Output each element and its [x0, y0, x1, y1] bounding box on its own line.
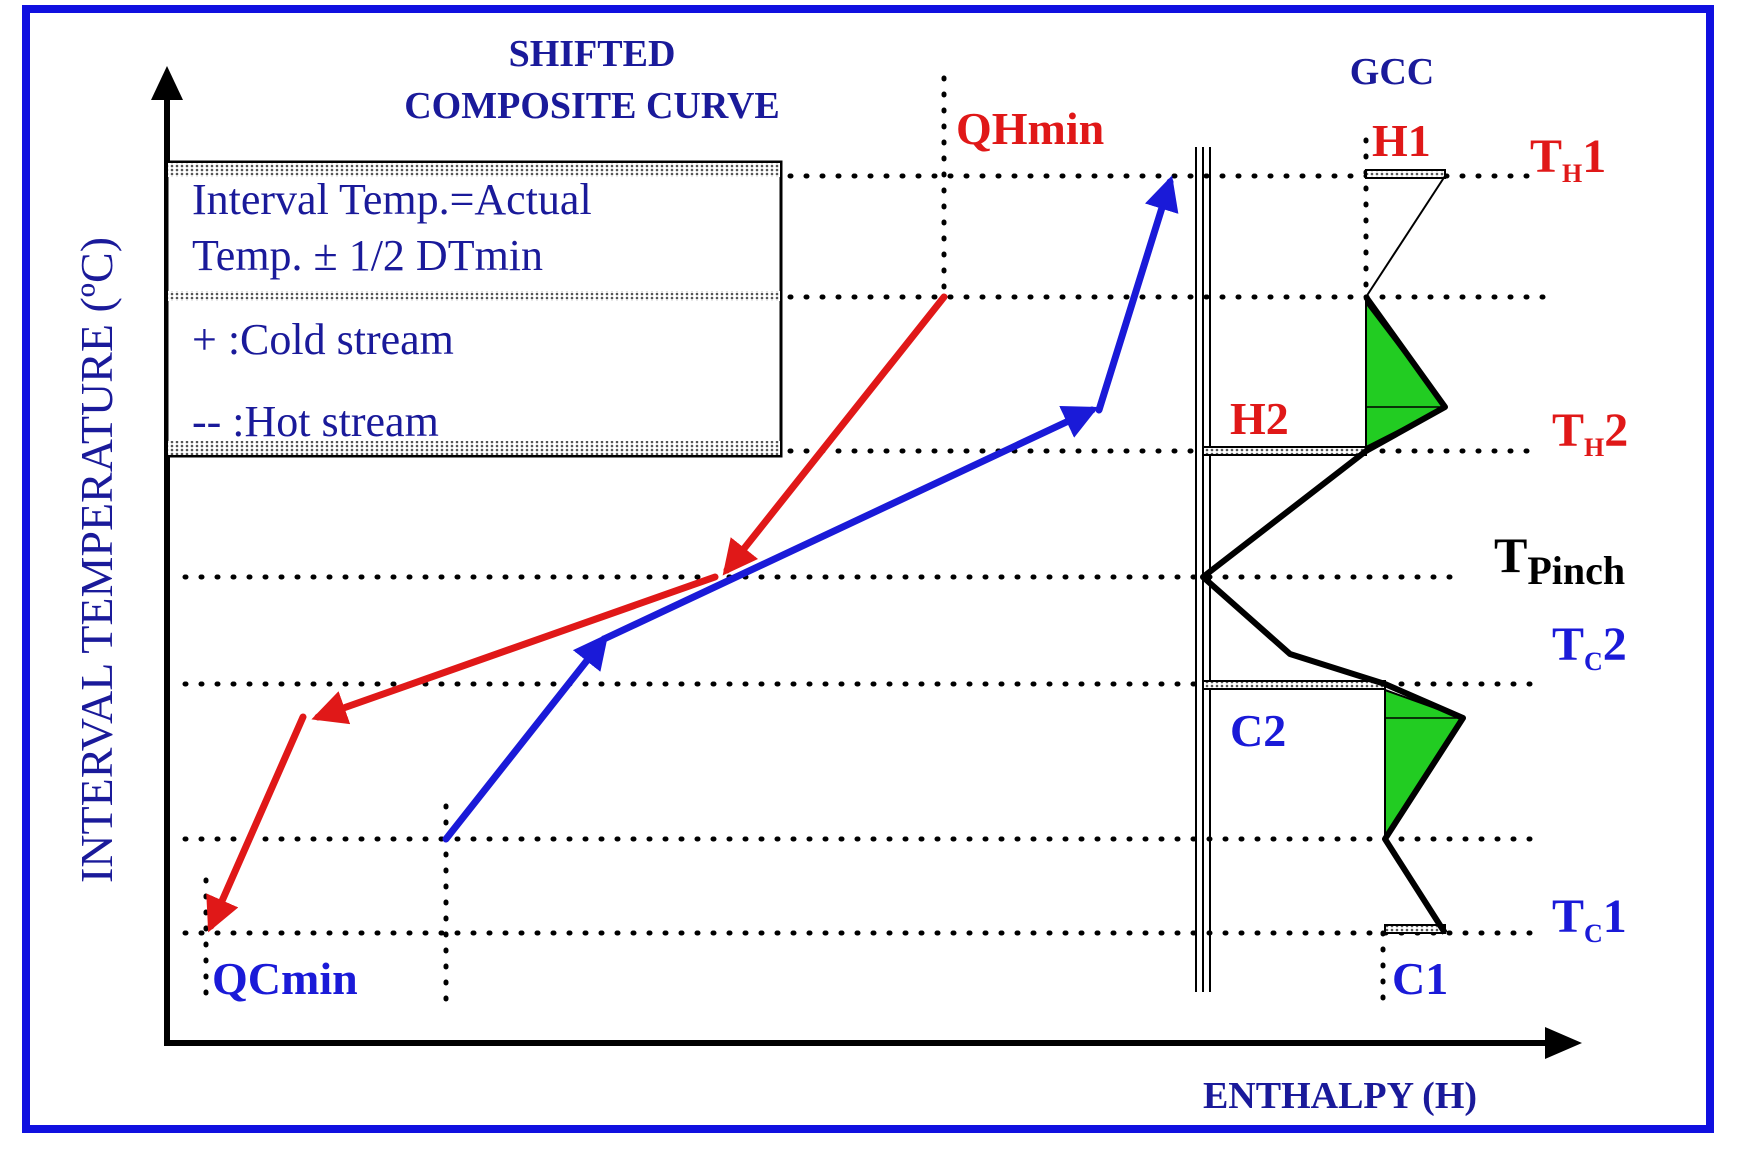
legend-frame: [165, 160, 783, 458]
title-line2: COMPOSITE CURVE: [404, 85, 780, 127]
c2-label: C2: [1230, 705, 1286, 756]
legend-box: Interval Temp.=Actual Temp. ± 1/2 DTmin …: [165, 160, 783, 458]
gcc-title: GCC: [1350, 51, 1434, 93]
c1-label: C1: [1392, 953, 1448, 1004]
gcc-c1-bar: [1384, 924, 1446, 934]
th1-label: TH1: [1530, 130, 1606, 188]
legend-divider-hatch: [168, 291, 780, 301]
tpinch-label: TPinch: [1494, 527, 1625, 593]
hot-composite-curve: [206, 293, 948, 933]
cold-composite-curve: [442, 175, 1179, 843]
legend-top-hatch: [168, 163, 780, 177]
cold-segment-1: [442, 633, 609, 843]
gcc-c2-bar: [1202, 680, 1386, 690]
h1-label: H1: [1372, 115, 1431, 166]
title-line1: SHIFTED: [509, 33, 676, 75]
cold-segment-2: [600, 406, 1099, 643]
legend-line2: Temp. ± 1/2 DTmin: [192, 231, 543, 280]
h2-label: H2: [1230, 393, 1289, 444]
th2-label: TH2: [1552, 404, 1628, 462]
y-axis-arrowhead: [151, 66, 183, 100]
legend-bottom-hatch: [168, 441, 780, 455]
x-axis-arrowhead: [1545, 1027, 1582, 1059]
gcc-top-segment: [1365, 175, 1446, 298]
legend-hot: -- :Hot stream: [192, 397, 439, 446]
hot-segment-3: [206, 713, 307, 933]
hot-segment-1: [722, 293, 948, 576]
y-axis-label: INTERVAL TEMPERATURE (ºC): [71, 237, 122, 883]
tc2-label: TC2: [1552, 618, 1627, 676]
legend-line1: Interval Temp.=Actual: [192, 175, 592, 224]
gcc-h1-bar: [1365, 169, 1446, 179]
qcmin-label: QCmin: [212, 953, 358, 1004]
tc1-label: TC1: [1552, 890, 1627, 948]
gcc-h2-bar: [1202, 446, 1367, 456]
legend-cold: + :Cold stream: [192, 315, 454, 364]
gcc-curve: [1200, 295, 1466, 935]
hot-segment-2: [311, 573, 719, 725]
qhmin-label: QHmin: [956, 103, 1104, 154]
x-axis-label: ENTHALPY (H): [1203, 1075, 1477, 1117]
cold-segment-3: [1095, 175, 1179, 414]
